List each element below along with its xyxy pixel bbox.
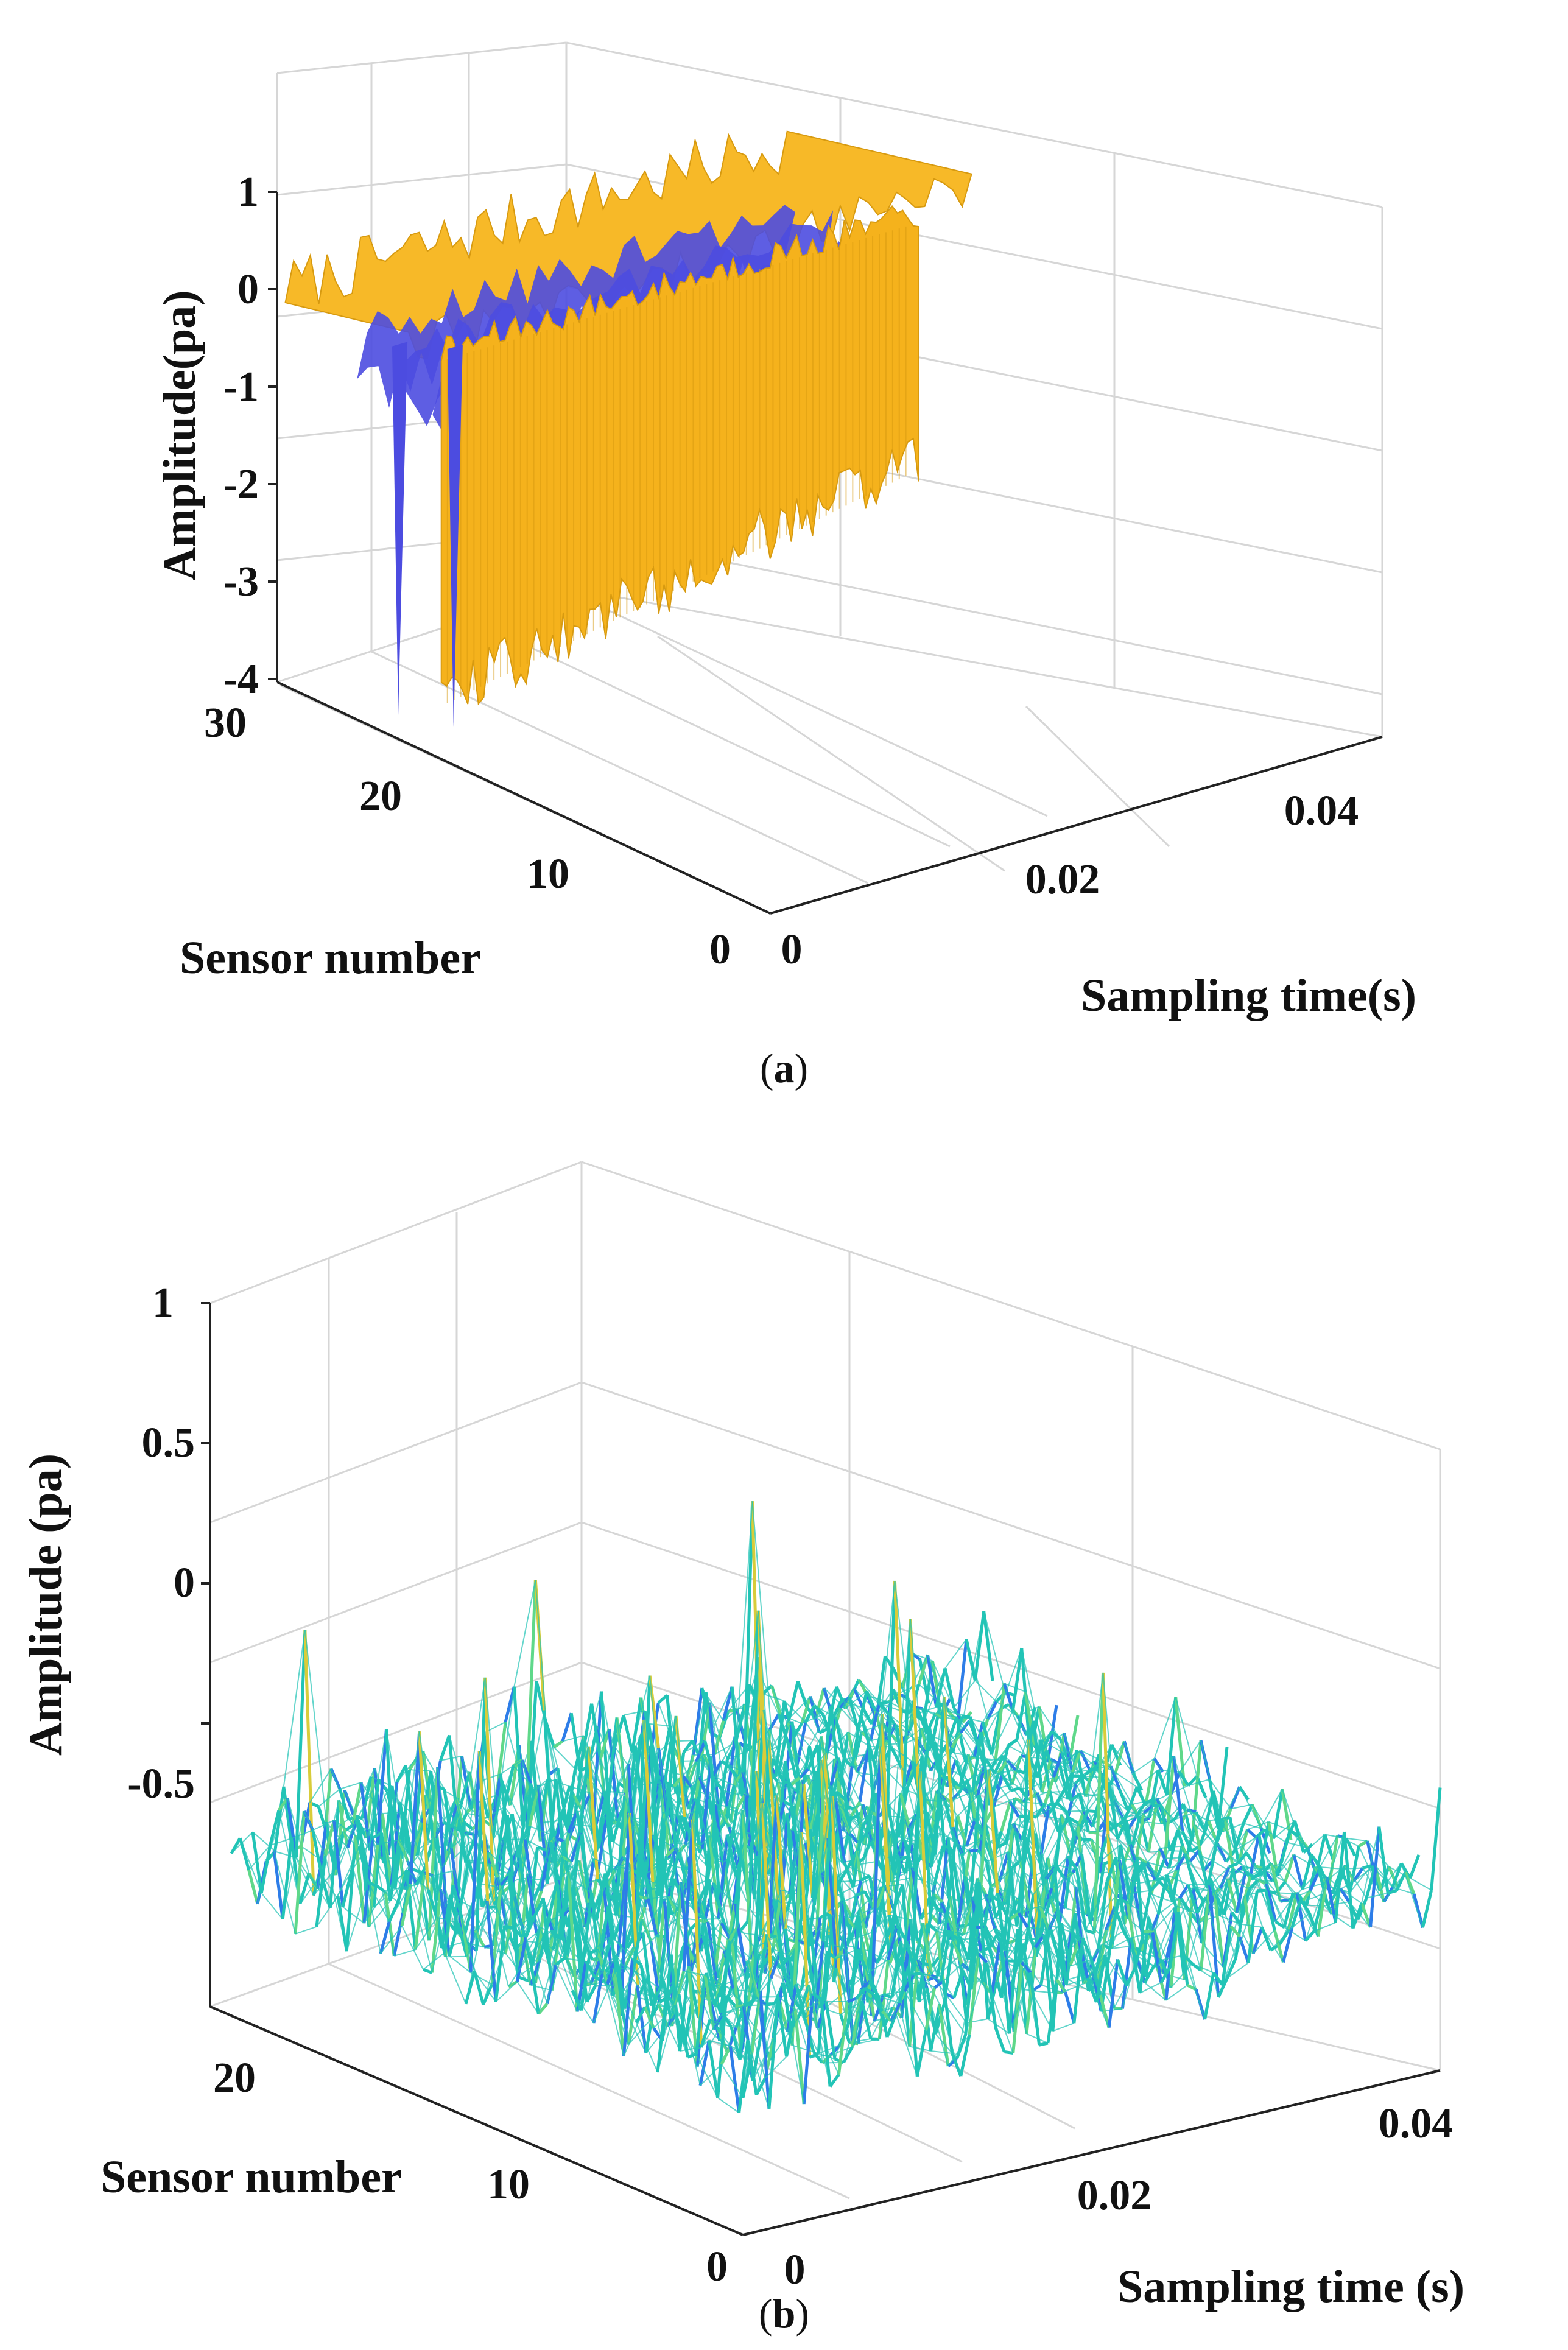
surface-plot-b: 1 0.5 0 -0.5 20 10 0 0 0.02 0.04 Amplitu… bbox=[0, 1157, 1568, 2347]
surface-mesh-line bbox=[931, 2051, 952, 2053]
z-tick-label: -4 bbox=[223, 656, 259, 703]
surface-mesh-a bbox=[286, 132, 972, 728]
z-tick-label: -0.5 bbox=[127, 1761, 195, 1807]
y-tick-label: 20 bbox=[213, 2055, 256, 2102]
z-tick-marks-a bbox=[268, 192, 277, 679]
chart-panel-b: 1 0.5 0 -0.5 20 10 0 0 0.02 0.04 Amplitu… bbox=[0, 1157, 1568, 2347]
surface-mesh-line bbox=[554, 1741, 563, 1747]
z-tick-label: 1 bbox=[237, 169, 259, 216]
surface-mesh-line bbox=[966, 1639, 988, 1719]
caption-a: (a) bbox=[0, 1044, 1568, 1092]
caption-b: (b) bbox=[0, 2290, 1568, 2338]
surface-mesh-line bbox=[295, 1927, 317, 1934]
surface-plot-a: 1 0 -1 -2 -3 -4 30 20 10 0 0 0.02 0.04 A… bbox=[0, 0, 1568, 1157]
surface-mesh-line bbox=[441, 1735, 449, 1760]
x-axis-label: Sampling time(s) bbox=[1081, 970, 1416, 1021]
surface-trough-spike bbox=[392, 342, 407, 714]
surface-mesh-line bbox=[1066, 1992, 1074, 2023]
surface-mesh-line bbox=[253, 1832, 261, 1893]
surface-mesh-line bbox=[954, 1681, 975, 1708]
surface-mesh-line bbox=[1410, 1855, 1419, 1878]
surface-mesh-line bbox=[984, 1611, 1005, 1692]
surface-mesh-line bbox=[343, 1907, 364, 1923]
z-tick-label: 1 bbox=[152, 1279, 174, 1326]
surface-mesh-line bbox=[346, 1835, 355, 1951]
surface-mesh-line bbox=[624, 1715, 632, 1752]
surface-mesh-line bbox=[274, 1850, 295, 1934]
x-tick-label: 0.02 bbox=[1025, 856, 1100, 903]
surface-mesh-line bbox=[1432, 1787, 1440, 1890]
surface-mesh-line bbox=[1039, 2043, 1048, 2045]
x-tick-label: 0 bbox=[784, 2246, 806, 2293]
x-tick-label: 0.04 bbox=[1284, 787, 1359, 834]
surface-mesh-b bbox=[231, 1501, 1440, 2113]
y-tick-label: 30 bbox=[204, 700, 247, 747]
y-axis-a bbox=[277, 682, 770, 913]
x-tick-label: 0 bbox=[781, 926, 803, 973]
surface-mesh-line bbox=[563, 1713, 571, 1741]
surface-mesh-line bbox=[1205, 1972, 1214, 2019]
surface-mesh-line bbox=[917, 2030, 926, 2077]
surface-mesh-line bbox=[1229, 1863, 1237, 1866]
y-axis-label: Sensor number bbox=[100, 2151, 402, 2203]
z-tick-label: 0.5 bbox=[142, 1419, 195, 1466]
z-axis-label: Amplitude(pa) bbox=[154, 290, 205, 580]
surface-mesh-line bbox=[249, 1870, 258, 1904]
z-tick-label: -2 bbox=[223, 461, 259, 508]
surface-mesh-line bbox=[394, 1950, 415, 1956]
z-tick-label: 0 bbox=[174, 1560, 195, 1606]
surface-mesh-line bbox=[1140, 1982, 1161, 1993]
surface-mesh-line bbox=[969, 1850, 978, 1851]
z-tick-label: -1 bbox=[223, 364, 259, 410]
surface-mesh-line bbox=[975, 1611, 983, 1681]
x-tick-label: 0.02 bbox=[1077, 2172, 1152, 2219]
surface-mesh-line bbox=[910, 2047, 931, 2051]
y-tick-label: 0 bbox=[706, 2243, 728, 2290]
surface-mesh-line bbox=[1030, 1972, 1039, 2045]
axes-box-b bbox=[210, 1162, 1440, 2235]
surface-mesh-line bbox=[1366, 1893, 1388, 1898]
z-tick-label: -3 bbox=[223, 558, 259, 605]
surface-mesh-line bbox=[1117, 1959, 1126, 1985]
z-axis-label: Amplitude (pa) bbox=[20, 1454, 71, 1756]
y-tick-label: 10 bbox=[527, 851, 569, 898]
z-tick-label: 0 bbox=[237, 266, 259, 313]
z-tick-marks-b bbox=[201, 1303, 210, 1723]
surface-mesh-line bbox=[1346, 1838, 1368, 1841]
surface-mesh-line bbox=[1422, 1890, 1431, 1927]
chart-panel-a: 1 0 -1 -2 -3 -4 30 20 10 0 0 0.02 0.04 A… bbox=[0, 0, 1568, 1157]
y-tick-label: 10 bbox=[487, 2161, 530, 2208]
surface-mesh-line bbox=[975, 1681, 996, 1702]
surface-mesh-line bbox=[1013, 1648, 1021, 1711]
surface-mesh-line bbox=[274, 1850, 283, 1919]
surface-mesh-line bbox=[340, 1782, 361, 1789]
y-tick-label: 0 bbox=[709, 926, 731, 973]
y-tick-label: 20 bbox=[359, 773, 402, 820]
surface-mesh-line bbox=[300, 1873, 309, 1904]
surface-mesh-line bbox=[1247, 1829, 1256, 1837]
surface-mesh-line bbox=[1053, 2023, 1074, 2031]
y-axis-label: Sensor number bbox=[180, 932, 481, 983]
surface-mesh-line bbox=[830, 2075, 838, 2087]
surface-mesh-line bbox=[1281, 1830, 1290, 1863]
surface-mesh-line bbox=[984, 1611, 993, 1681]
x-tick-label: 0.04 bbox=[1379, 2100, 1454, 2147]
